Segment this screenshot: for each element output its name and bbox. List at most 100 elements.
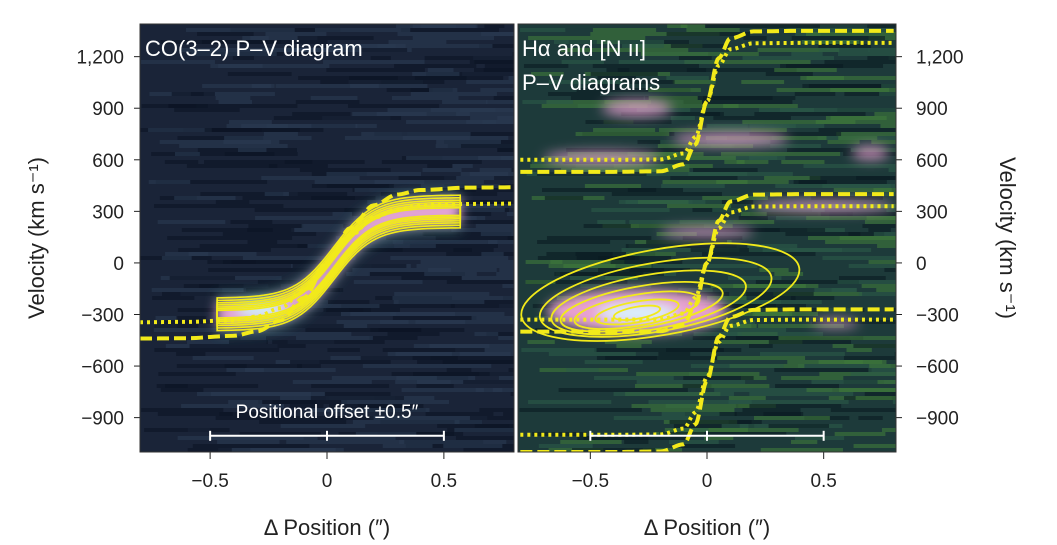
heatmap-noise xyxy=(189,344,306,348)
heatmap-noise xyxy=(299,168,391,172)
heatmap-noise xyxy=(296,364,321,368)
heatmap-noise xyxy=(451,228,514,232)
heatmap-noise xyxy=(446,368,472,372)
heatmap-noise xyxy=(510,392,514,396)
heatmap-noise xyxy=(742,408,801,412)
heatmap-noise xyxy=(156,384,188,388)
heatmap-noise xyxy=(412,72,460,76)
heatmap-noise xyxy=(481,252,504,256)
heatmap-noise xyxy=(705,24,820,28)
heatmap-noise xyxy=(402,136,509,140)
heatmap-noise xyxy=(695,128,751,132)
heatmap-noise xyxy=(326,184,390,188)
heatmap-noise xyxy=(348,76,467,80)
heatmap-noise xyxy=(672,80,716,84)
heatmap-noise xyxy=(242,256,356,260)
heatmap-noise xyxy=(522,100,574,104)
heatmap-noise xyxy=(508,76,514,80)
heatmap-noise xyxy=(630,224,733,228)
heatmap-noise xyxy=(512,52,514,56)
heatmap-noise xyxy=(218,100,253,104)
heatmap-noise xyxy=(192,444,310,448)
heatmap-noise xyxy=(396,376,476,380)
heatmap-noise xyxy=(397,32,514,36)
heatmap-noise xyxy=(391,96,459,100)
heatmap-noise xyxy=(838,136,878,140)
heatmap-noise xyxy=(765,72,813,76)
heatmap-noise xyxy=(535,328,565,332)
heatmap-noise xyxy=(827,140,860,144)
heatmap-noise xyxy=(895,444,896,448)
heatmap-noise xyxy=(176,364,302,368)
heatmap-noise xyxy=(768,340,852,344)
heatmap-noise xyxy=(749,124,796,128)
heatmap-noise xyxy=(388,40,447,44)
heatmap-noise xyxy=(297,36,374,40)
heatmap-noise xyxy=(546,100,652,104)
heatmap-noise xyxy=(786,64,884,68)
heatmap-noise xyxy=(454,428,514,432)
heatmap-noise xyxy=(412,356,514,360)
heatmap-noise xyxy=(888,168,896,172)
heatmap-noise xyxy=(877,244,896,248)
heatmap-noise xyxy=(558,388,688,392)
heatmap-noise xyxy=(392,240,498,244)
heatmap-noise xyxy=(806,216,896,220)
heatmap-noise xyxy=(350,84,428,88)
heatmap-noise xyxy=(586,84,619,88)
heatmap-noise xyxy=(862,224,896,228)
heatmap-noise xyxy=(199,284,281,288)
heatmap-noise xyxy=(157,220,226,224)
heatmap-noise xyxy=(197,32,254,36)
heatmap-noise xyxy=(187,448,232,452)
heatmap-noise xyxy=(773,292,863,296)
heatmap-noise xyxy=(610,260,683,264)
heatmap-noise xyxy=(867,24,896,28)
heatmap-noise xyxy=(453,248,494,252)
heatmap-noise xyxy=(703,96,796,100)
heatmap-noise xyxy=(227,72,292,76)
heatmap-noise xyxy=(450,304,514,308)
heatmap-noise xyxy=(429,344,490,348)
heatmap-noise xyxy=(328,404,424,408)
heatmap-noise xyxy=(479,44,514,48)
heatmap-noise xyxy=(764,176,821,180)
heatmap-noise xyxy=(640,52,759,56)
heatmap-noise xyxy=(794,436,845,440)
heatmap-noise xyxy=(666,32,750,36)
heatmap-noise xyxy=(292,380,372,384)
heatmap-noise xyxy=(231,332,352,336)
heatmap-noise xyxy=(521,348,597,352)
heatmap-noise xyxy=(144,428,230,432)
heatmap-noise xyxy=(228,400,263,404)
heatmap-noise xyxy=(741,80,785,84)
x-tick-label: 0.5 xyxy=(810,471,836,492)
heatmap-noise xyxy=(775,384,839,388)
heatmap-noise xyxy=(877,380,896,384)
heatmap-noise xyxy=(475,224,514,228)
heatmap-noise xyxy=(790,440,818,444)
heatmap-noise xyxy=(286,48,343,52)
heatmap-noise xyxy=(613,392,734,396)
heatmap-noise xyxy=(867,56,896,60)
heatmap-noise xyxy=(155,180,268,184)
heatmap-noise xyxy=(244,368,336,372)
heatmap-noise xyxy=(520,28,566,32)
heatmap-noise xyxy=(624,440,649,444)
heatmap-noise xyxy=(570,96,644,100)
heatmap-noise xyxy=(378,328,422,332)
heatmap-noise xyxy=(742,56,835,60)
heatmap-noise xyxy=(869,364,896,368)
heatmap-noise xyxy=(621,80,675,84)
heatmap-noise xyxy=(815,120,896,124)
heatmap-noise xyxy=(295,100,360,104)
heatmap-noise xyxy=(669,420,752,424)
heatmap-noise xyxy=(242,36,269,40)
heatmap-noise xyxy=(689,156,786,160)
heatmap-noise xyxy=(670,44,729,48)
heatmap-noise xyxy=(797,364,891,368)
heatmap-noise xyxy=(508,368,514,372)
heatmap-noise xyxy=(748,248,842,252)
heatmap-noise xyxy=(621,112,721,116)
heatmap-noise xyxy=(435,236,514,240)
